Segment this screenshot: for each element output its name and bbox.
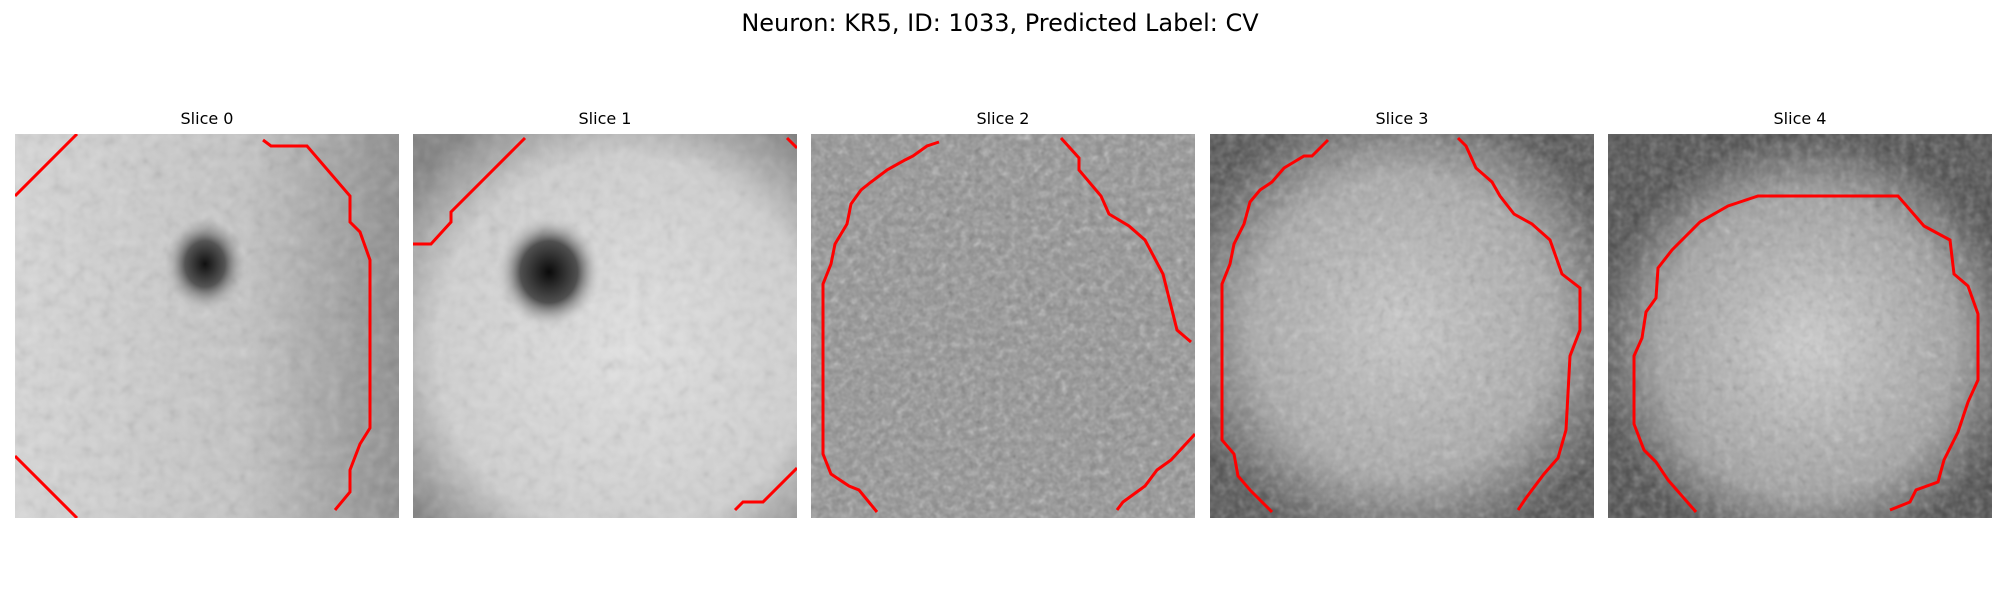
slice-image-3 (1210, 134, 1594, 518)
slice-panel-2: Slice 2 (811, 108, 1195, 522)
slice-image-4 (1608, 134, 1992, 518)
slice-panel-4: Slice 4 (1608, 108, 1992, 522)
slice-title: Slice 2 (976, 109, 1030, 128)
slice-panel-1: Slice 1 (413, 108, 797, 522)
slice-image-1 (413, 134, 797, 518)
slice-title: Slice 4 (1773, 109, 1827, 128)
slice-panel-0: Slice 0 (15, 108, 399, 522)
slice-title: Slice 3 (1375, 109, 1429, 128)
slice-title: Slice 0 (180, 109, 234, 128)
slice-image-2 (811, 134, 1195, 518)
slice-title: Slice 1 (578, 109, 632, 128)
slice-image-0 (15, 134, 399, 518)
figure-title: Neuron: KR5, ID: 1033, Predicted Label: … (741, 9, 1259, 37)
slice-panel-3: Slice 3 (1210, 108, 1594, 522)
